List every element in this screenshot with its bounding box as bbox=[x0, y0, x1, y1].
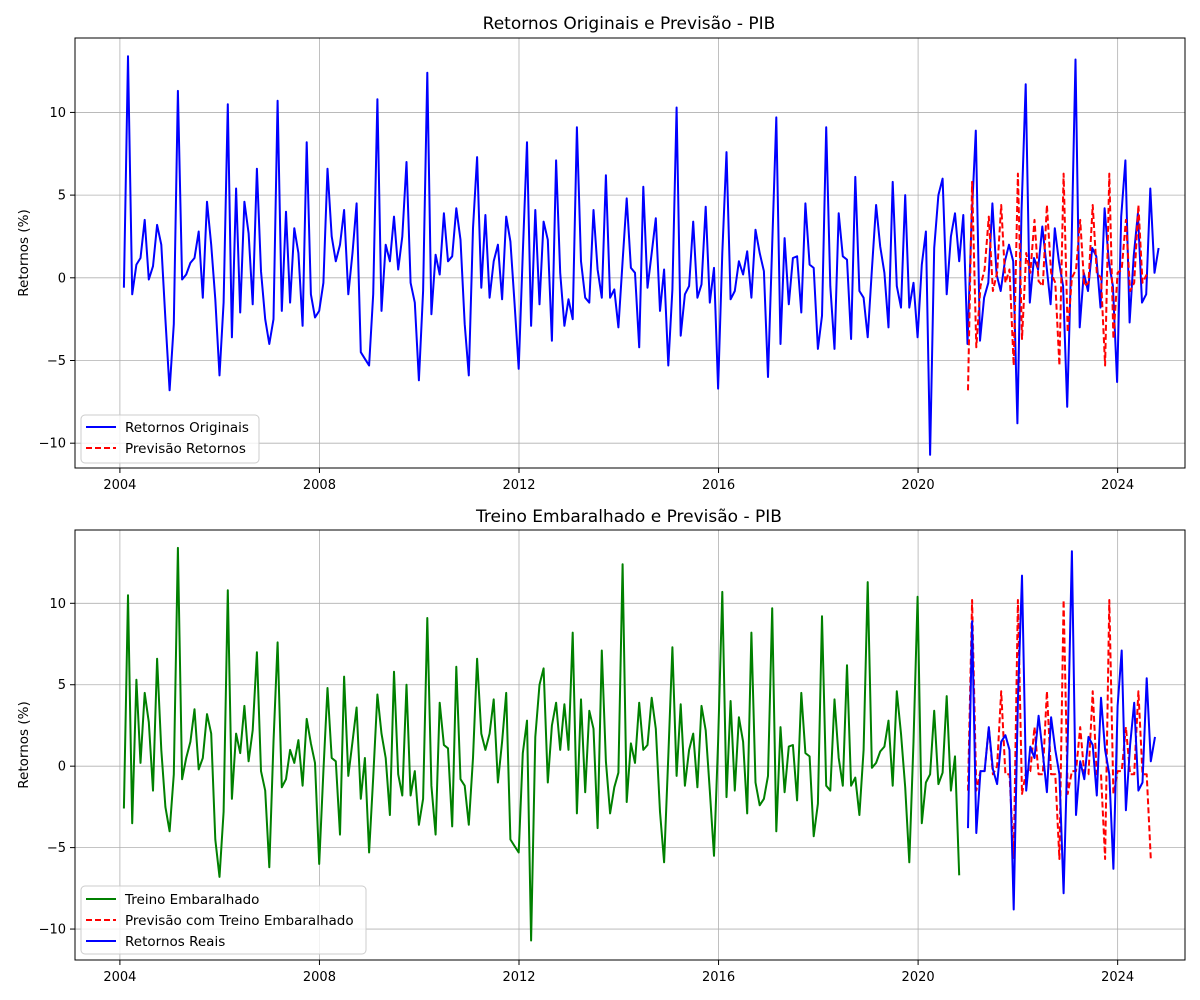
x-tick-label: 2016 bbox=[702, 478, 735, 493]
y-tick-label: 0 bbox=[58, 760, 66, 775]
y-axis-label: Retornos (%) bbox=[16, 701, 32, 788]
chart-title: Retornos Originais e Previsão - PIB bbox=[483, 14, 776, 34]
x-tick-label: 2008 bbox=[303, 970, 336, 985]
y-tick-label: 0 bbox=[58, 271, 66, 286]
series-line-previs-o-com-treino-embaralhado bbox=[967, 599, 1152, 860]
y-tick-label: 5 bbox=[58, 678, 66, 693]
x-tick-label: 2012 bbox=[502, 478, 535, 493]
y-tick-label: −10 bbox=[39, 923, 66, 938]
series-line-treino-embaralhado bbox=[122, 546, 961, 942]
legend-label-real-returns: Retornos Reais bbox=[125, 934, 225, 950]
legend-label-forecast-returns: Previsão Retornos bbox=[125, 441, 246, 457]
legend-label-original-returns: Retornos Originais bbox=[125, 420, 249, 436]
x-tick-label: 2008 bbox=[303, 478, 336, 493]
legend-box bbox=[80, 414, 260, 464]
legend: Treino Embaralhado Previsão com Treino E… bbox=[80, 885, 367, 955]
x-tick-label: 2024 bbox=[1101, 478, 1134, 493]
series-line-previs-o-retornos bbox=[967, 172, 1148, 391]
series-line-retornos-originais bbox=[122, 55, 1160, 456]
legend-box bbox=[80, 885, 367, 955]
y-tick-label: −5 bbox=[47, 841, 66, 856]
x-tick-label: 2020 bbox=[902, 478, 935, 493]
y-tick-label: −10 bbox=[39, 437, 66, 452]
series-line-retornos-reais bbox=[967, 550, 1156, 911]
y-axis-label: Retornos (%) bbox=[16, 209, 32, 296]
chart-title: Treino Embaralhado e Previsão - PIB bbox=[475, 507, 782, 527]
chart-panel-original-returns: Retornos Originais e Previsão - PIB Reto… bbox=[16, 14, 1186, 493]
legend-label-shuffled-training: Treino Embaralhado bbox=[124, 892, 259, 908]
y-tick-label: 5 bbox=[58, 189, 66, 204]
y-tick-label: 10 bbox=[49, 106, 66, 121]
x-tick-label: 2024 bbox=[1101, 970, 1134, 985]
y-tick-label: −5 bbox=[47, 354, 66, 369]
legend: Retornos Originais Previsão Retornos bbox=[80, 414, 260, 464]
x-tick-label: 2004 bbox=[103, 478, 136, 493]
plot-frame bbox=[74, 529, 1186, 961]
x-tick-label: 2020 bbox=[902, 970, 935, 985]
legend-label-shuffled-forecast: Previsão com Treino Embaralhado bbox=[125, 913, 354, 929]
plot-frame bbox=[74, 37, 1186, 469]
x-tick-label: 2004 bbox=[103, 970, 136, 985]
y-tick-label: 10 bbox=[49, 597, 66, 612]
x-tick-label: 2016 bbox=[702, 970, 735, 985]
x-tick-label: 2012 bbox=[502, 970, 535, 985]
chart-panel-shuffled-training: Treino Embaralhado e Previsão - PIB Reto… bbox=[16, 507, 1186, 985]
